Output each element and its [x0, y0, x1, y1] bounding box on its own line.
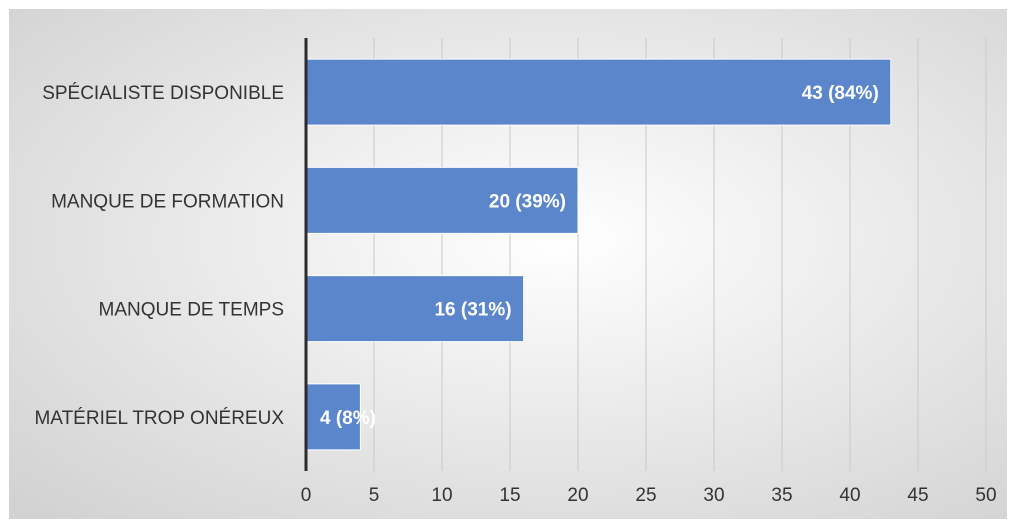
category-label: MANQUE DE TEMPS: [99, 300, 284, 321]
x-tick-label: 35: [771, 485, 792, 506]
x-tick-label: 0: [301, 485, 312, 506]
labels: 0 5 10 15 20 25 30 35 40 45 50 SPÉCIALISTE DISPONIB…: [34, 83, 996, 506]
data-label: 16 (31%): [434, 300, 511, 321]
x-tick-label: 40: [839, 485, 860, 506]
x-tick-label: 10: [431, 485, 452, 506]
x-tick-label: 15: [499, 485, 520, 506]
x-tick-label: 20: [567, 485, 588, 506]
x-tick-label: 30: [703, 485, 724, 506]
bar: [305, 58, 892, 126]
bars: [305, 58, 892, 451]
bar: [305, 166, 579, 234]
data-label: 43 (84%): [802, 83, 879, 104]
bar: [305, 275, 525, 343]
x-tick-label: 50: [975, 485, 996, 506]
x-tick-label: 25: [635, 485, 656, 506]
data-label: 4 (8%): [320, 408, 376, 429]
category-label: MATÉRIEL TROP ONÉREUX: [34, 408, 284, 429]
bar: [305, 383, 361, 451]
category-label: SPÉCIALISTE DISPONIBLE: [42, 83, 284, 104]
category-label: MANQUE DE FORMATION: [51, 191, 284, 212]
x-tick-label: 5: [369, 485, 380, 506]
x-tick-label: 45: [907, 485, 928, 506]
data-label: 20 (39%): [489, 191, 566, 212]
